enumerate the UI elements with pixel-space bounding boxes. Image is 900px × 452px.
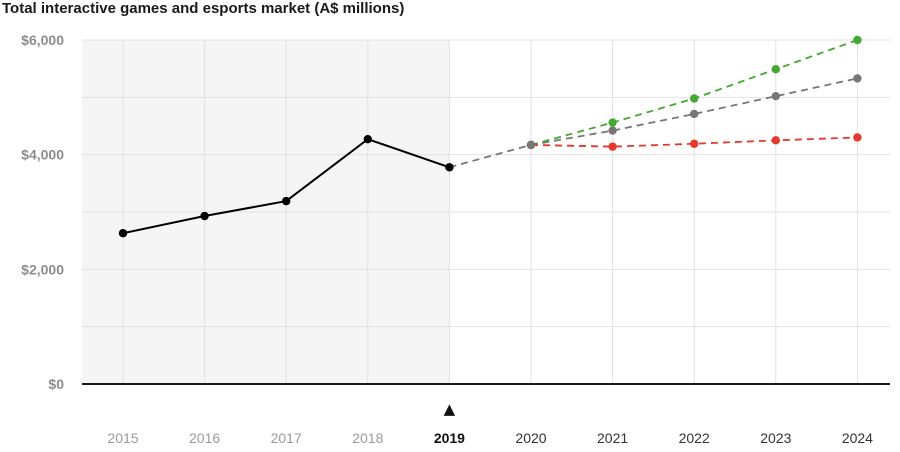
y-tick-label: $0 bbox=[48, 376, 64, 392]
x-tick-label: 2022 bbox=[679, 430, 710, 446]
data-point-actual bbox=[282, 196, 291, 206]
y-tick-label: $6,000 bbox=[21, 32, 64, 48]
x-tick-label: 2023 bbox=[760, 430, 791, 446]
data-point-projection-low bbox=[853, 133, 862, 142]
series-points bbox=[118, 35, 862, 238]
data-point-projection-high bbox=[690, 94, 699, 103]
series-line-projection-low bbox=[530, 136, 858, 148]
data-point-actual bbox=[200, 211, 209, 221]
data-point-actual bbox=[445, 163, 454, 172]
x-tick-label: 2020 bbox=[515, 430, 546, 446]
x-tick-label: 2016 bbox=[189, 430, 220, 446]
data-point-actual bbox=[363, 134, 372, 144]
x-tick-label: 2019 bbox=[434, 430, 465, 446]
data-point-projection-high bbox=[608, 118, 617, 127]
data-point-projection-mid bbox=[853, 74, 862, 83]
x-tick-label: 2024 bbox=[842, 430, 873, 446]
gridlines bbox=[82, 39, 890, 384]
y-axis-tick-labels: $0 $2,000 $4,000 $6,000 bbox=[21, 32, 64, 392]
chart-title: Total interactive games and esports mark… bbox=[2, 0, 405, 17]
x-axis-tick-labels: 2015 2016 2017 2018 2019 2020 2021 2022 2023 2024 bbox=[107, 430, 873, 446]
x-tick-label: 2021 bbox=[597, 430, 628, 446]
data-point-projection-high bbox=[853, 35, 862, 45]
data-point-actual bbox=[118, 229, 128, 238]
data-point-projection-mid bbox=[690, 109, 699, 119]
data-point-projection-low bbox=[608, 142, 617, 151]
data-point-projection-low bbox=[690, 139, 699, 148]
data-point-projection-start bbox=[526, 140, 536, 150]
data-point-projection-low bbox=[771, 136, 780, 145]
current-year-marker: ▲ bbox=[444, 400, 456, 418]
data-point-projection-mid bbox=[771, 91, 780, 101]
x-tick-label: 2017 bbox=[271, 430, 302, 446]
y-tick-label: $4,000 bbox=[21, 147, 64, 163]
series-line-projection-mid bbox=[449, 77, 858, 169]
data-point-projection-high bbox=[771, 65, 780, 74]
y-tick-label: $2,000 bbox=[21, 261, 64, 277]
x-tick-label: 2015 bbox=[107, 430, 138, 446]
data-point-projection-mid bbox=[608, 126, 617, 135]
x-tick-label: 2018 bbox=[352, 430, 383, 446]
